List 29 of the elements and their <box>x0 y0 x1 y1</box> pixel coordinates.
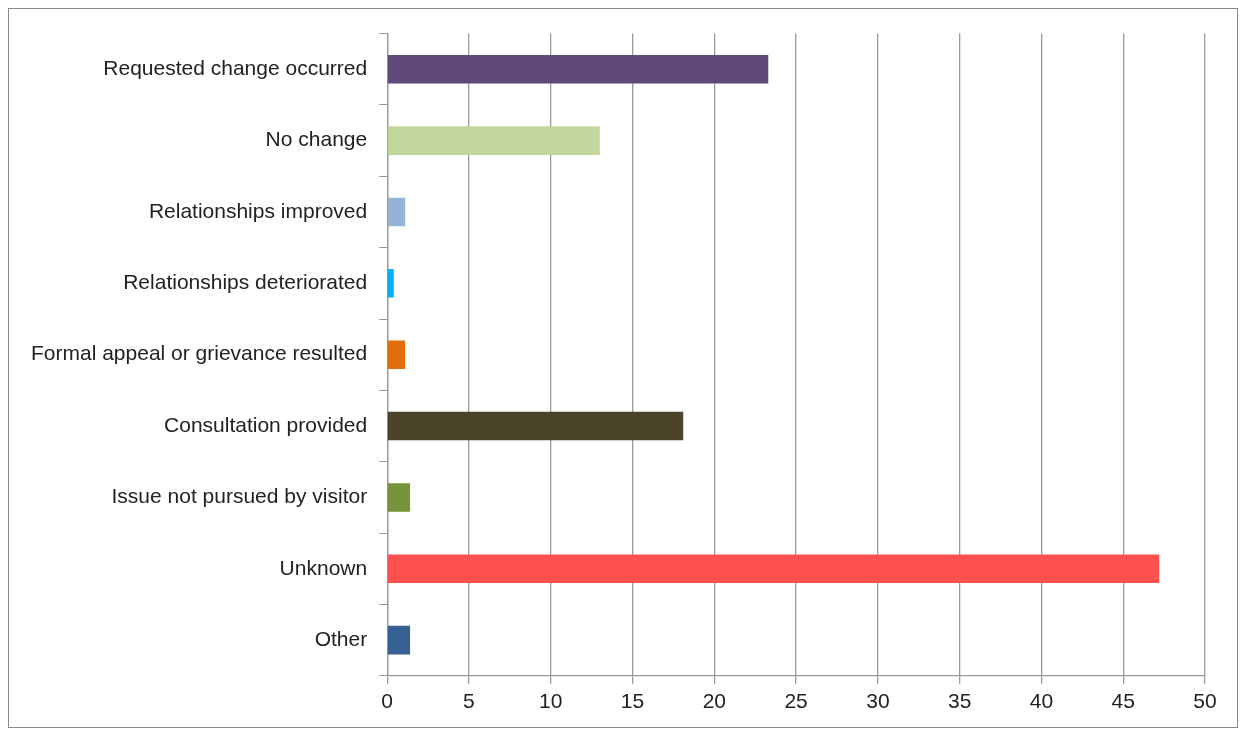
bar <box>387 340 406 369</box>
x-tick-label: 50 <box>1193 689 1217 713</box>
bar <box>387 55 769 84</box>
y-tick-label: Issue not pursued by visitor <box>111 484 368 508</box>
x-tick-label: 0 <box>381 689 394 713</box>
x-tick-label: 45 <box>1111 689 1135 713</box>
x-tick-label: 5 <box>463 689 475 713</box>
y-tick-label: Requested change occurred <box>103 56 368 80</box>
y-tick-label: Relationships deteriorated <box>123 270 368 294</box>
x-tick-label: 25 <box>784 689 808 713</box>
x-tick-label: 35 <box>947 689 972 713</box>
x-tick-label: 20 <box>702 689 726 713</box>
x-tick-label: 15 <box>620 689 645 713</box>
x-tick-label: 30 <box>866 689 890 713</box>
y-tick-label: Unknown <box>279 555 368 579</box>
bar <box>387 625 411 655</box>
y-tick-label: Other <box>314 626 368 650</box>
bar <box>387 269 394 298</box>
bar <box>387 126 600 155</box>
y-tick-label: No change <box>265 127 368 151</box>
bar <box>387 554 1160 584</box>
bar <box>387 411 684 441</box>
x-tick-label: 40 <box>1029 689 1054 713</box>
x-tick-label: 10 <box>539 689 563 713</box>
y-tick-label: Formal appeal or grievance resulted <box>30 341 368 365</box>
y-tick-label: Consultation provided <box>164 412 368 436</box>
bar <box>387 197 406 227</box>
y-tick-label: Relationships improved <box>148 198 368 222</box>
bar <box>387 483 411 512</box>
